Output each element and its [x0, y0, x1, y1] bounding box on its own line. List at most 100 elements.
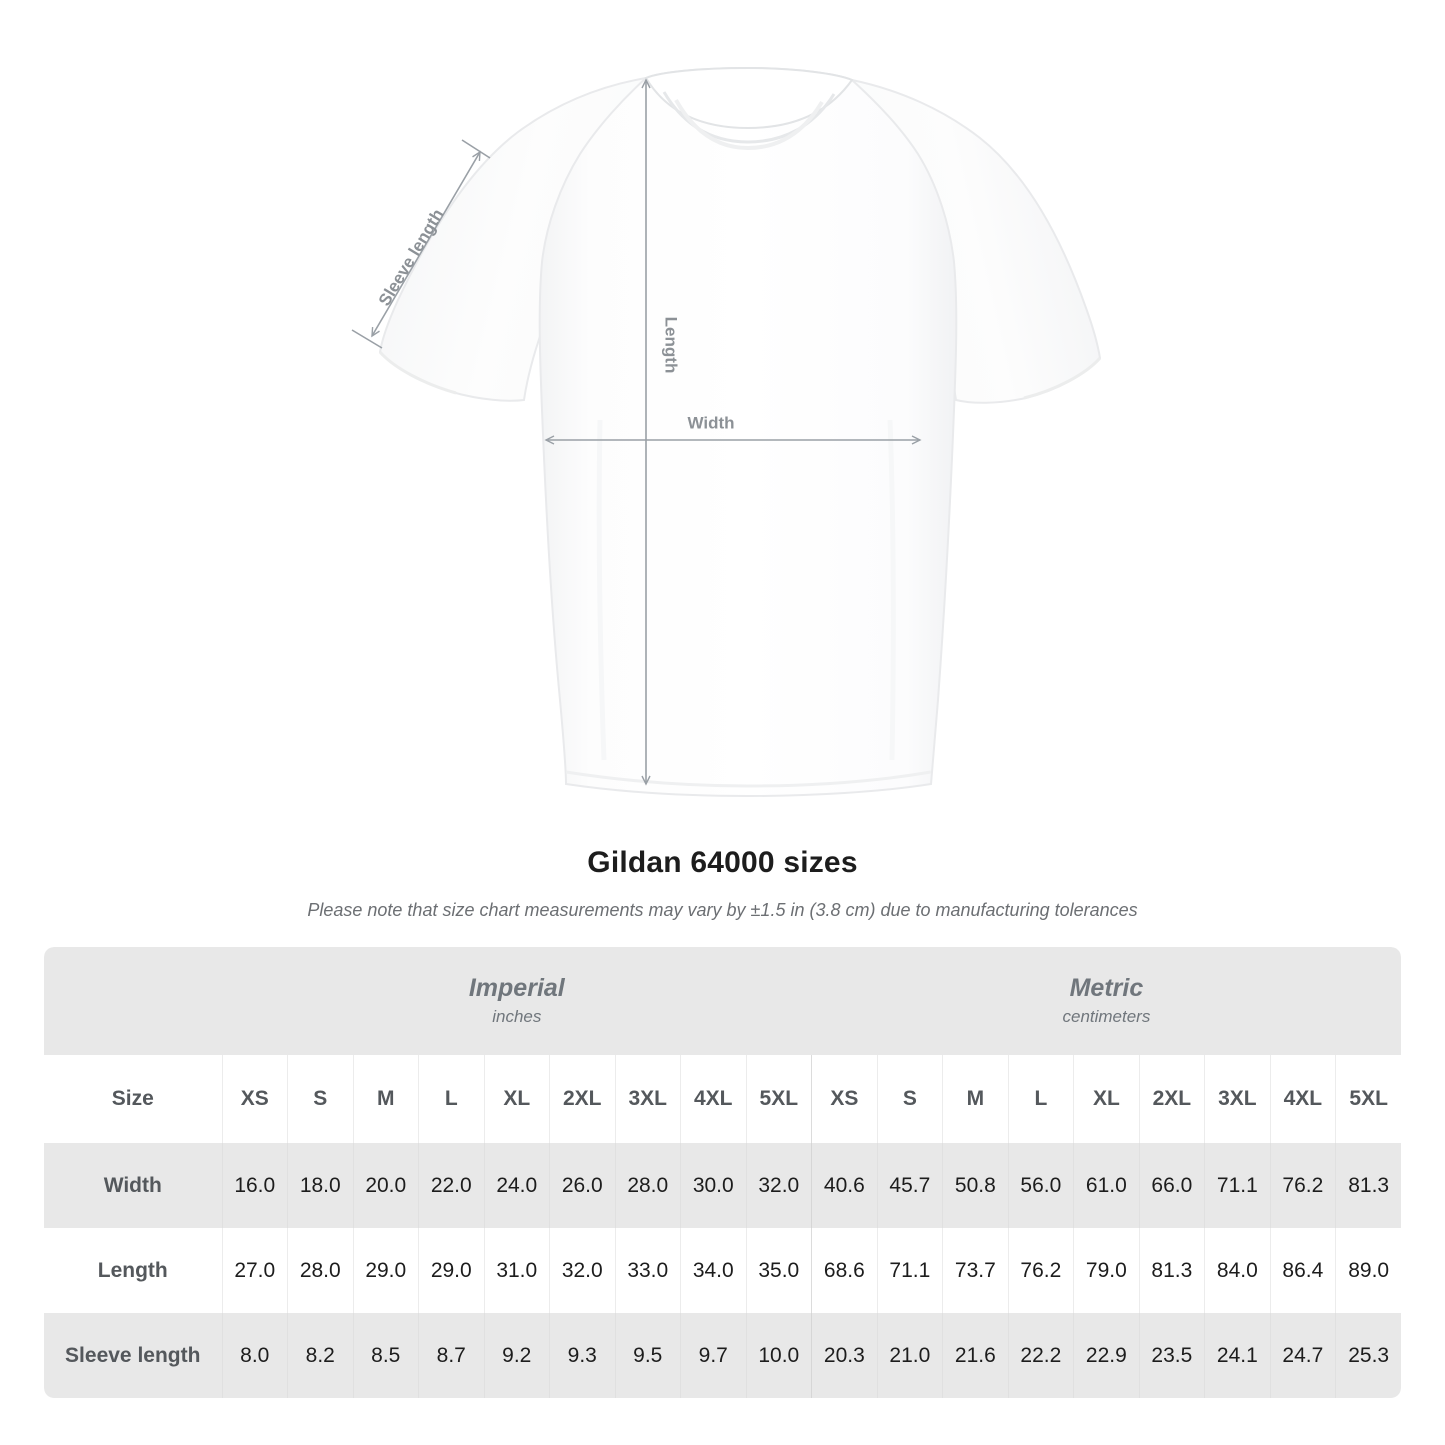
cell-metric-l: 76.2: [1007, 1228, 1074, 1313]
cell-metric-m: 73.7: [942, 1228, 1009, 1313]
row-label-length: Length: [44, 1228, 222, 1313]
cell-metric-xl: 61.0: [1073, 1143, 1140, 1228]
cell-imperial-3xl: 28.0: [614, 1143, 681, 1228]
unit-subtitle: inches: [492, 1006, 542, 1026]
row-label-width: Width: [44, 1143, 222, 1228]
cell-imperial-xs: 27.0: [221, 1228, 288, 1313]
size-header-imperial-5xl: 5XL: [745, 1055, 812, 1143]
length-dimension: Length: [641, 78, 681, 786]
size-header-label: Size: [44, 1055, 222, 1143]
size-header-metric-4xl: 4XL: [1269, 1055, 1336, 1143]
size-header-imperial-xs: XS: [221, 1055, 288, 1143]
cell-imperial-s: 28.0: [287, 1228, 353, 1313]
cell-metric-l: 56.0: [1007, 1143, 1074, 1228]
cell-metric-3xl: 71.1: [1204, 1143, 1271, 1228]
cell-metric-s: 71.1: [876, 1228, 943, 1313]
size-header-imperial-m: M: [352, 1055, 419, 1143]
size-header-metric-m: M: [942, 1055, 1009, 1143]
cell-metric-2xl: 66.0: [1138, 1143, 1205, 1228]
size-header-metric-l: L: [1007, 1055, 1074, 1143]
unit-subtitle: centimeters: [1062, 1006, 1151, 1026]
cell-metric-3xl: 84.0: [1204, 1228, 1271, 1313]
cell-metric-2xl: 81.3: [1138, 1228, 1205, 1313]
cell-metric-4xl: 86.4: [1269, 1228, 1336, 1313]
tolerance-note: Please note that size chart measurements…: [307, 900, 1138, 920]
cell-imperial-4xl: 9.7: [680, 1313, 746, 1398]
cell-metric-5xl: 89.0: [1335, 1228, 1402, 1313]
cell-metric-3xl: 24.1: [1204, 1313, 1271, 1398]
size-header-imperial-4xl: 4XL: [680, 1055, 746, 1143]
cell-imperial-m: 20.0: [352, 1143, 419, 1228]
size-header-row: Size XS S M L XL 2XL 3XL 4XL 5XL XS S M L XL 2XL 3XL 4XL 5…: [44, 1055, 1402, 1143]
cell-imperial-xl: 9.2: [483, 1313, 550, 1398]
table-row: Sleeve length 8.0 8.2 8.5 8.7 9.2 9.3 9.5 9.7 10.…: [44, 1313, 1402, 1398]
size-chart-table: Imperial inches Metric centimeters Size XS S M L…: [44, 947, 1402, 1398]
tshirt-illustration: [378, 66, 1102, 798]
cell-imperial-2xl: 32.0: [549, 1228, 615, 1313]
cell-imperial-5xl: 10.0: [745, 1313, 812, 1398]
chart-heading-block: Gildan 64000 sizes Please note that size…: [0, 845, 1445, 922]
cell-metric-m: 50.8: [942, 1143, 1009, 1228]
unit-banner-spacer: [44, 947, 222, 1055]
size-header-imperial-s: S: [287, 1055, 353, 1143]
size-header-metric-3xl: 3XL: [1204, 1055, 1271, 1143]
cell-imperial-xl: 24.0: [483, 1143, 550, 1228]
chart-title: Gildan 64000 sizes: [587, 846, 858, 879]
unit-header-imperial: Imperial inches: [222, 947, 812, 1055]
cell-imperial-3xl: 33.0: [614, 1228, 681, 1313]
unit-name: Imperial: [468, 973, 565, 1002]
row-label-sleeve-length: Sleeve length: [44, 1313, 222, 1398]
cell-imperial-5xl: 35.0: [745, 1228, 812, 1313]
cell-imperial-l: 8.7: [418, 1313, 484, 1398]
length-label: Length: [662, 317, 681, 374]
cell-imperial-4xl: 30.0: [680, 1143, 746, 1228]
cell-imperial-2xl: 9.3: [549, 1313, 615, 1398]
size-header-imperial-xl: XL: [483, 1055, 550, 1143]
cell-imperial-xl: 31.0: [483, 1228, 550, 1313]
cell-imperial-4xl: 34.0: [680, 1228, 746, 1313]
cell-imperial-xs: 8.0: [221, 1313, 288, 1398]
cell-imperial-3xl: 9.5: [614, 1313, 681, 1398]
size-header-imperial-2xl: 2XL: [549, 1055, 615, 1143]
size-header-imperial-3xl: 3XL: [614, 1055, 681, 1143]
cell-imperial-m: 8.5: [352, 1313, 419, 1398]
cell-metric-5xl: 25.3: [1335, 1313, 1402, 1398]
cell-imperial-m: 29.0: [352, 1228, 419, 1313]
table-row: Width 16.0 18.0 20.0 22.0 24.0 26.0 28.0 30.0 32.…: [44, 1143, 1402, 1228]
cell-imperial-5xl: 32.0: [745, 1143, 812, 1228]
size-header-metric-s: S: [876, 1055, 943, 1143]
unit-name: Metric: [1069, 973, 1144, 1002]
cell-metric-xs: 40.6: [811, 1143, 878, 1228]
cell-metric-s: 45.7: [876, 1143, 943, 1228]
width-dimension: Width: [544, 413, 922, 445]
cell-imperial-s: 8.2: [287, 1313, 353, 1398]
size-table-container: Imperial inches Metric centimeters Size XS S M L…: [44, 947, 1402, 1398]
cell-metric-s: 21.0: [876, 1313, 943, 1398]
table-row: Length 27.0 28.0 29.0 29.0 31.0 32.0 33.0 34.0 35…: [44, 1228, 1402, 1313]
cell-metric-4xl: 24.7: [1269, 1313, 1336, 1398]
cell-metric-5xl: 81.3: [1335, 1143, 1402, 1228]
tshirt-measurement-diagram: Sleeve length Length Width: [351, 66, 1102, 798]
size-header-imperial-l: L: [418, 1055, 484, 1143]
size-header-metric-2xl: 2XL: [1138, 1055, 1205, 1143]
cell-imperial-l: 29.0: [418, 1228, 484, 1313]
width-label: Width: [687, 413, 734, 432]
cell-metric-xl: 22.9: [1073, 1313, 1140, 1398]
size-header-metric-xs: XS: [811, 1055, 878, 1143]
cell-imperial-2xl: 26.0: [549, 1143, 615, 1228]
cell-metric-2xl: 23.5: [1138, 1313, 1205, 1398]
cell-metric-xs: 68.6: [811, 1228, 878, 1313]
cell-metric-xs: 20.3: [811, 1313, 878, 1398]
size-header-metric-xl: XL: [1073, 1055, 1140, 1143]
cell-metric-m: 21.6: [942, 1313, 1009, 1398]
cell-imperial-s: 18.0: [287, 1143, 353, 1228]
size-header-metric-5xl: 5XL: [1335, 1055, 1402, 1143]
cell-metric-4xl: 76.2: [1269, 1143, 1336, 1228]
unit-banner-row: Imperial inches Metric centimeters: [44, 947, 1402, 1055]
cell-metric-xl: 79.0: [1073, 1228, 1140, 1313]
cell-metric-l: 22.2: [1007, 1313, 1074, 1398]
cell-imperial-xs: 16.0: [221, 1143, 288, 1228]
unit-header-metric: Metric centimeters: [811, 947, 1402, 1055]
cell-imperial-l: 22.0: [418, 1143, 484, 1228]
